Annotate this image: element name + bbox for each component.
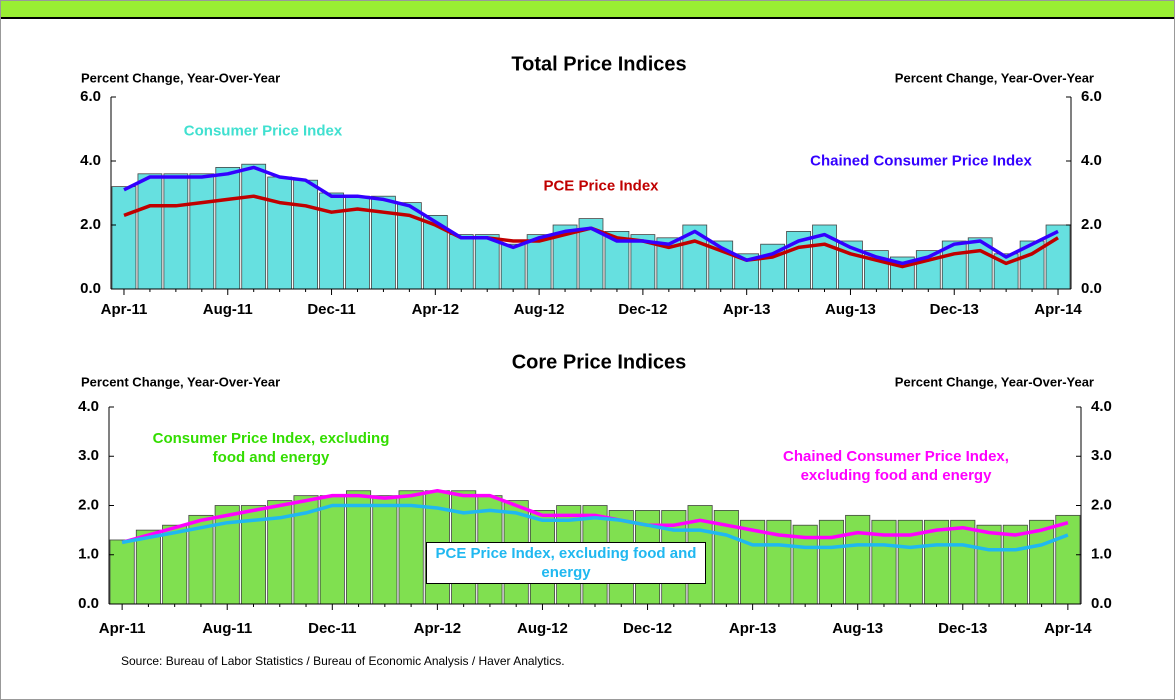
x-tick-label: Dec-11 xyxy=(307,301,355,318)
bar xyxy=(189,173,215,290)
header-bar xyxy=(1,1,1174,19)
y2-tick-label: 0.0 xyxy=(1091,595,1112,612)
x-tick-label: Apr-12 xyxy=(414,620,462,637)
y-tick-label: 2.0 xyxy=(80,216,101,233)
line xyxy=(121,488,1069,545)
x-tick-label: Apr-14 xyxy=(1034,301,1082,318)
bar xyxy=(346,490,372,605)
x-tick-label: Aug-12 xyxy=(514,301,565,318)
y-tick-label: 3.0 xyxy=(78,447,99,464)
y2-tick-label: 4.0 xyxy=(1081,152,1102,169)
y-tick-label: 0.0 xyxy=(78,595,99,612)
x-tick-label: Apr-13 xyxy=(729,620,777,637)
y-tick-label: 0.0 xyxy=(80,280,101,297)
bar xyxy=(448,234,474,290)
bar xyxy=(845,514,871,605)
x-tick-label: Apr-11 xyxy=(99,620,146,637)
y2-tick-label: 2.0 xyxy=(1091,496,1112,513)
x-tick-label: Dec-13 xyxy=(930,301,979,318)
x-tick-label: Aug-13 xyxy=(832,620,883,637)
y2-tick-label: 3.0 xyxy=(1091,447,1112,464)
chart-title: Total Price Indices xyxy=(511,53,686,75)
y-axis-label: Percent Change, Year-Over-Year xyxy=(81,70,280,85)
x-tick-label: Apr-12 xyxy=(412,301,460,318)
bar xyxy=(319,495,345,605)
bar xyxy=(976,524,1002,605)
line xyxy=(123,165,1059,266)
bar xyxy=(241,163,267,290)
y-tick-label: 1.0 xyxy=(78,546,99,563)
y-tick-label: 2.0 xyxy=(78,496,99,513)
chart-title: Core Price Indices xyxy=(512,351,687,373)
y-tick-label: 4.0 xyxy=(78,398,99,415)
bar xyxy=(319,192,344,290)
bar xyxy=(1002,524,1028,605)
series-label: Chained Consumer Price Index xyxy=(810,152,1032,170)
bar xyxy=(398,490,424,605)
x-tick-label: Dec-11 xyxy=(308,620,356,637)
x-tick-label: Dec-13 xyxy=(938,620,987,637)
bar xyxy=(950,519,976,605)
y-tick-label: 4.0 xyxy=(80,152,101,169)
series-label: Chained Consumer Price Index, excluding … xyxy=(783,448,1009,484)
bar xyxy=(137,173,163,290)
y2-axis-label: Percent Change, Year-Over-Year xyxy=(895,70,1094,85)
series-label: Consumer Price Index, excluding food and… xyxy=(152,430,390,466)
bar xyxy=(740,519,766,605)
y2-tick-label: 0.0 xyxy=(1081,280,1102,297)
series-label: PCE Price Index xyxy=(543,177,659,195)
bar xyxy=(163,173,189,290)
bar xyxy=(162,524,188,605)
y2-axis-label: Percent Change, Year-Over-Year xyxy=(895,374,1094,389)
bar xyxy=(135,529,161,605)
x-tick-label: Apr-13 xyxy=(723,301,771,318)
y2-tick-label: 2.0 xyxy=(1081,216,1102,233)
line xyxy=(121,503,1069,552)
x-tick-label: Apr-11 xyxy=(101,301,148,318)
x-tick-label: Dec-12 xyxy=(618,301,667,318)
bar xyxy=(1029,519,1055,605)
x-tick-label: Aug-12 xyxy=(517,620,568,637)
bar xyxy=(111,186,137,290)
series-label: PCE Price Index, excluding food and ener… xyxy=(426,542,706,584)
x-tick-label: Dec-12 xyxy=(623,620,672,637)
series-label: Consumer Price Index xyxy=(183,122,343,140)
bar xyxy=(818,519,844,605)
y2-tick-label: 4.0 xyxy=(1091,398,1112,415)
x-tick-label: Aug-13 xyxy=(825,301,876,318)
bar xyxy=(372,495,398,605)
x-tick-label: Aug-11 xyxy=(202,620,252,637)
bar xyxy=(1055,514,1081,605)
y-tick-label: 6.0 xyxy=(80,88,101,105)
bar xyxy=(923,519,950,605)
y2-tick-label: 1.0 xyxy=(1091,546,1112,563)
bar xyxy=(293,179,318,290)
bar xyxy=(267,176,293,290)
bar xyxy=(500,243,526,290)
bar xyxy=(215,166,241,290)
source-note: Source: Bureau of Labor Statistics / Bur… xyxy=(121,654,565,668)
x-tick-label: Apr-14 xyxy=(1044,620,1092,637)
bar xyxy=(109,539,135,605)
y-axis-label: Percent Change, Year-Over-Year xyxy=(81,374,280,389)
x-tick-label: Aug-11 xyxy=(203,301,253,318)
y2-tick-label: 6.0 xyxy=(1081,88,1102,105)
